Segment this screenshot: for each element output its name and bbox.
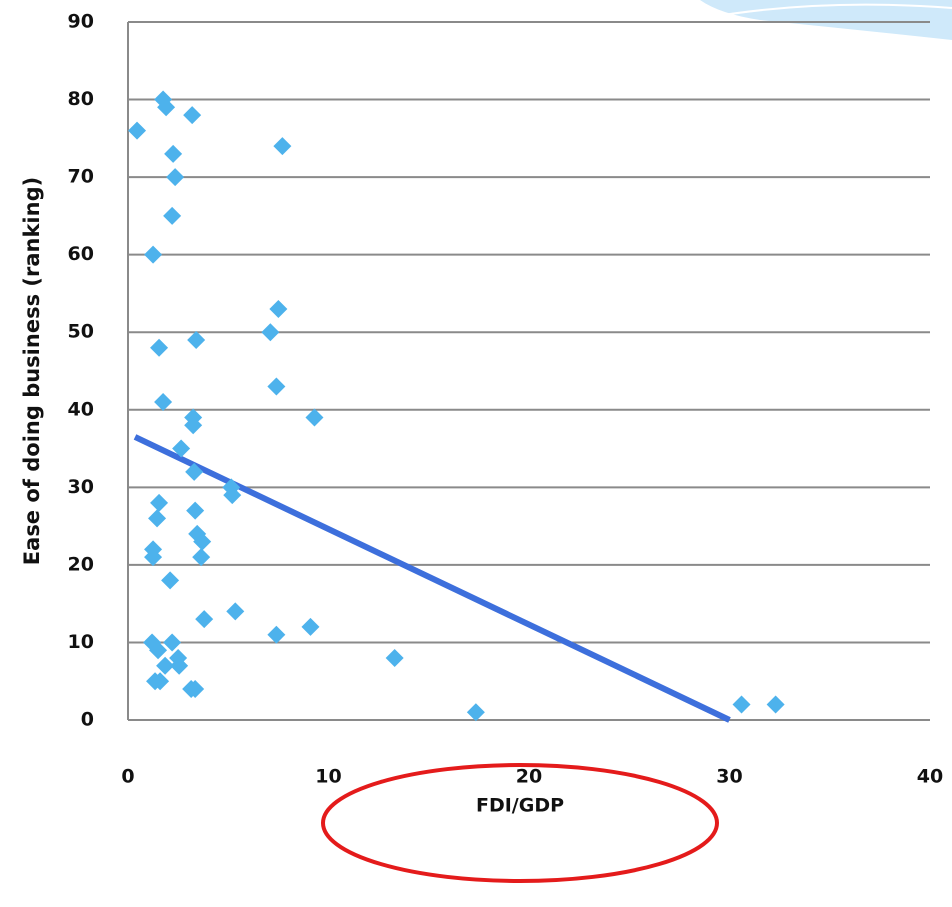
y-axis-label: Ease of doing business (ranking) <box>20 177 44 565</box>
data-point <box>183 106 202 125</box>
data-point <box>151 672 170 691</box>
decoration <box>704 3 952 19</box>
data-point <box>466 703 485 722</box>
data-point <box>184 416 203 435</box>
y-tick-label: 50 <box>68 321 94 343</box>
x-tick-label: 30 <box>716 766 742 788</box>
data-point <box>385 648 404 667</box>
highlight-ellipse <box>321 763 719 883</box>
x-axis-label: FDI/GDP <box>476 795 564 817</box>
data-point <box>154 393 173 412</box>
data-point <box>156 656 175 675</box>
data-point <box>128 121 147 140</box>
y-tick-label: 60 <box>68 243 94 265</box>
trendline <box>133 434 731 723</box>
data-point <box>226 602 245 621</box>
data-point <box>267 377 286 396</box>
x-tick-label: 20 <box>516 766 542 788</box>
data-point <box>150 493 169 512</box>
data-point <box>261 323 280 342</box>
data-point <box>187 330 206 349</box>
data-point <box>163 206 182 225</box>
y-tick-label: 30 <box>68 476 94 498</box>
data-point <box>170 656 189 675</box>
data-point <box>269 299 288 318</box>
data-point <box>301 617 320 636</box>
data-point <box>161 571 180 590</box>
data-point <box>148 509 167 528</box>
y-tick-label: 90 <box>68 11 94 33</box>
x-tick-label: 0 <box>121 766 134 788</box>
data-point <box>163 633 182 652</box>
data-point <box>144 245 163 264</box>
data-point <box>157 98 176 117</box>
data-point <box>193 532 212 551</box>
data-point <box>172 439 191 458</box>
data-point <box>186 501 205 520</box>
y-tick-label: 20 <box>68 553 94 575</box>
y-tick-label: 0 <box>81 709 94 731</box>
data-point <box>144 548 163 567</box>
y-tick-label: 70 <box>68 166 94 188</box>
data-point <box>273 137 292 156</box>
data-point <box>150 338 169 357</box>
data-point <box>166 168 185 187</box>
data-point <box>164 144 183 163</box>
data-point <box>185 462 204 481</box>
y-tick-label: 80 <box>68 88 94 110</box>
data-point <box>305 408 324 427</box>
x-tick-label: 10 <box>315 766 341 788</box>
data-point <box>192 548 211 567</box>
data-point <box>186 679 205 698</box>
y-tick-label: 40 <box>68 398 94 420</box>
data-point <box>732 695 751 714</box>
data-point <box>267 625 286 644</box>
x-tick-label: 40 <box>917 766 943 788</box>
y-tick-label: 10 <box>68 631 94 653</box>
data-point <box>195 610 214 629</box>
data-point <box>223 486 242 505</box>
data-point <box>149 641 168 660</box>
data-point <box>766 695 785 714</box>
